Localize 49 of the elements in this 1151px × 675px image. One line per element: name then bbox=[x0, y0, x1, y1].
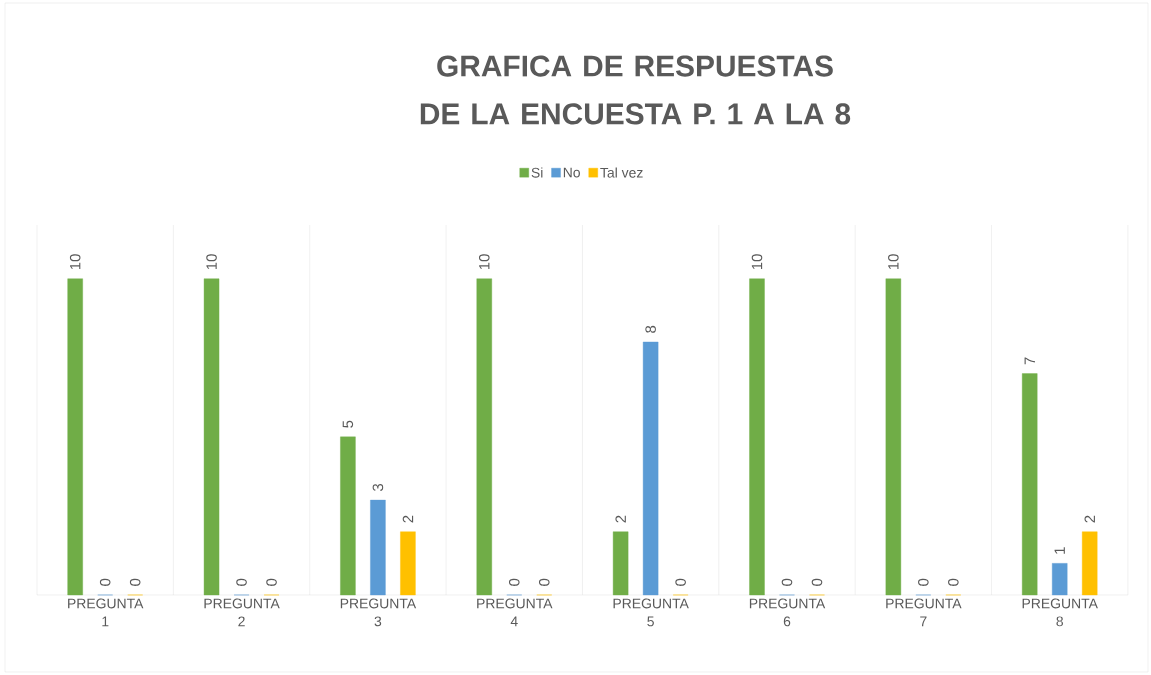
data-label: 0 bbox=[236, 578, 247, 586]
data-label: 0 bbox=[538, 578, 550, 586]
data-label: 0 bbox=[99, 578, 111, 586]
bar bbox=[476, 278, 492, 596]
x-tick-label: PREGUNTA 7 bbox=[886, 598, 962, 627]
x-tick-label: PREGUNTA 1 bbox=[68, 598, 144, 627]
x-tick-label: PREGUNTA 5 bbox=[613, 598, 689, 627]
legend-label: Si bbox=[531, 167, 543, 178]
bar bbox=[400, 531, 416, 596]
data-label: 2 bbox=[615, 515, 626, 523]
x-tick-label: PREGUNTA 2 bbox=[204, 598, 280, 627]
data-label: 3 bbox=[372, 483, 384, 492]
data-label: 0 bbox=[948, 578, 959, 586]
data-label: 10 bbox=[751, 254, 763, 270]
data-label: 5 bbox=[342, 420, 354, 428]
x-tick-label: PREGUNTA 3 bbox=[340, 598, 417, 627]
bar bbox=[642, 341, 659, 596]
data-label: 10 bbox=[888, 254, 899, 270]
bar bbox=[67, 278, 83, 596]
data-label: 0 bbox=[811, 578, 823, 586]
bar bbox=[1082, 531, 1098, 596]
bar bbox=[885, 278, 902, 596]
data-label: 0 bbox=[781, 578, 793, 586]
data-label: 0 bbox=[918, 578, 929, 586]
data-label: 7 bbox=[1024, 357, 1035, 365]
data-label: 10 bbox=[69, 254, 81, 270]
data-label: 1 bbox=[1054, 547, 1065, 554]
data-label: 0 bbox=[675, 578, 686, 586]
x-tick-label: PREGUNTA 8 bbox=[1022, 598, 1098, 627]
bar bbox=[370, 499, 386, 596]
bar bbox=[1022, 373, 1038, 596]
bar bbox=[340, 436, 356, 596]
x-tick-label: PREGUNTA 4 bbox=[477, 598, 553, 627]
legend-label: No bbox=[563, 167, 580, 178]
data-label: 2 bbox=[402, 515, 414, 523]
data-label: 0 bbox=[508, 578, 520, 586]
data-label: 10 bbox=[206, 254, 217, 270]
legend-label: Tal vez bbox=[600, 167, 643, 178]
data-label: 8 bbox=[645, 325, 656, 333]
data-label: 0 bbox=[266, 578, 277, 586]
bar bbox=[1052, 563, 1068, 596]
bar bbox=[749, 278, 765, 596]
bar bbox=[203, 278, 220, 596]
data-label: 2 bbox=[1084, 515, 1095, 523]
x-tick-label: PREGUNTA 6 bbox=[749, 598, 826, 627]
data-label: 10 bbox=[478, 254, 490, 270]
data-label: 0 bbox=[129, 578, 141, 586]
chart-title: GRAFICA DE RESPUESTAS DE LA ENCUESTA P. 1 A LA 8 bbox=[420, 55, 851, 125]
bar bbox=[612, 531, 629, 596]
